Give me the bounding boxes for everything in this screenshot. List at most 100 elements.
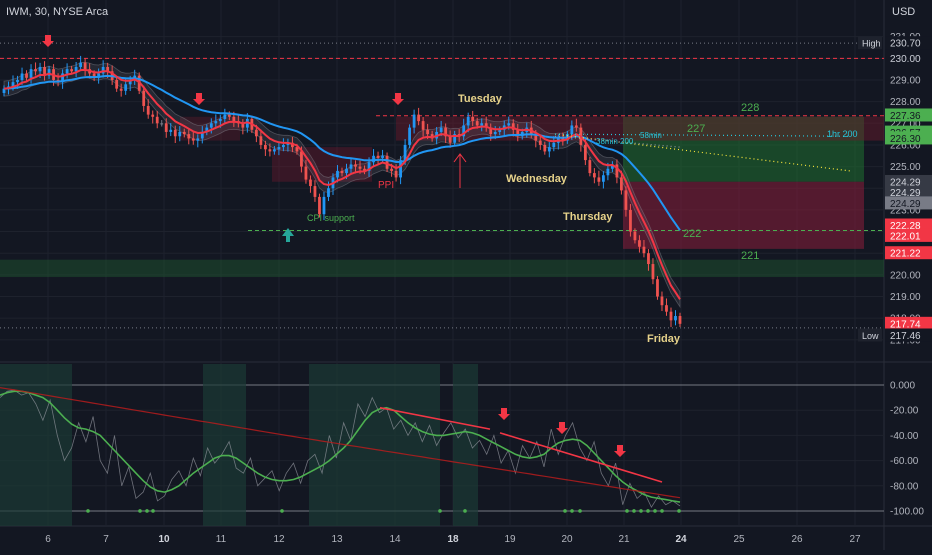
projection-line [554,133,851,172]
price-badge[interactable] [885,328,932,342]
x-tick-label[interactable]: 14 [389,534,401,545]
candle-body [241,123,245,128]
candle-body [620,177,623,191]
x-tick-label[interactable]: 26 [791,534,803,545]
currency-label[interactable]: USD [892,6,915,18]
down-arrow-marker [498,408,510,420]
x-tick-label[interactable]: 21 [618,534,630,545]
y-tick-label[interactable]: 220.00 [890,270,921,281]
annotation-label: Thursday [563,211,613,223]
osc-y-tick-label[interactable]: -100.00 [890,506,924,517]
x-tick-label[interactable]: 20 [561,534,573,545]
price-badge[interactable] [885,316,932,330]
y-tick-label[interactable]: 223.00 [890,205,921,216]
candle-body [205,127,209,132]
candle-body [70,69,73,72]
price-badge-value[interactable]: 217.46 [890,331,921,342]
price-badge-value[interactable]: 222.01 [890,231,921,242]
annotation-label: PPI [378,180,394,191]
price-badge[interactable] [885,196,932,210]
price-badge[interactable] [885,228,932,242]
y-tick-label[interactable]: 230.00 [890,54,921,65]
x-tick-label[interactable]: 6 [45,534,51,545]
candle-body [101,66,105,74]
price-badge[interactable] [885,36,932,50]
candle-body [336,170,339,178]
price-badge-value[interactable]: 230.00 [890,54,921,65]
annotation-label: 38min 200 [596,137,634,146]
osc-y-tick-label[interactable]: -80.00 [890,481,919,492]
candle-body [124,84,128,91]
price-badge[interactable] [885,174,932,188]
candle-body [669,311,673,321]
candle-body [34,69,37,72]
candle-body [638,240,641,247]
price-badge[interactable] [885,218,932,232]
oscillator-signal-dot [438,509,442,513]
candle-body [462,125,466,137]
price-badge-value[interactable]: 230.70 [890,39,921,50]
y-tick-label[interactable]: 228.00 [890,97,921,108]
candle-body [322,196,326,215]
price-badge[interactable] [885,108,932,122]
oscillator-highlight-band [309,364,440,526]
osc-y-tick-label[interactable]: -60.00 [890,456,919,467]
x-tick-label[interactable]: 18 [447,534,459,545]
candle-body [20,73,24,80]
oscillator-signal-dot [632,509,636,513]
price-badge-value[interactable]: 224.29 [890,177,921,188]
candle-body [647,253,650,265]
price-badge-value[interactable]: 221.22 [890,249,921,260]
price-badge[interactable] [885,131,932,145]
candle-body [597,177,601,182]
price-axis-layer[interactable]: 217.00218.00219.00220.00221.00222.00223.… [858,32,932,517]
candle-body [115,79,119,89]
y-tick-label[interactable]: 226.00 [890,140,921,151]
price-badge-value[interactable]: 227.36 [890,111,921,122]
x-tick-label[interactable]: 25 [733,534,745,545]
oscillator-signal-dot [86,509,90,513]
price-badge[interactable] [885,185,932,199]
candle-body [588,160,592,174]
x-tick-label[interactable]: 19 [504,534,516,545]
x-tick-label[interactable]: 12 [273,534,285,545]
x-tick-label[interactable]: 13 [331,534,343,545]
x-tick-label[interactable]: 27 [849,534,861,545]
y-tick-label[interactable]: 225.00 [890,162,921,173]
y-tick-label[interactable]: 219.00 [890,292,921,303]
price-badge-value[interactable]: 224.29 [890,188,921,199]
candle-body [394,170,398,178]
price-badge-value[interactable]: 224.29 [890,199,921,210]
candle-body [358,166,362,169]
osc-y-tick-label[interactable]: 0.000 [890,381,915,392]
price-badge-value[interactable]: 222.28 [890,221,921,232]
oscillator-signal-dot [151,509,155,513]
price-badge-value[interactable]: 217.74 [890,319,921,330]
osc-y-tick-label[interactable]: -20.00 [890,406,919,417]
y-tick-label[interactable]: 227.00 [890,119,921,130]
x-tick-label[interactable]: 7 [103,534,109,545]
candle-body [349,164,353,169]
oscillator-highlight-band [203,364,246,526]
osc-y-tick-label[interactable]: -40.00 [890,431,919,442]
oscillator-signal-dot [677,509,681,513]
candle-body [592,173,596,178]
candle-body [376,155,380,158]
y-tick-label[interactable]: 229.00 [890,75,921,86]
candle-body [277,147,281,150]
candle-body [151,114,155,117]
price-badge-value[interactable]: 226.30 [890,134,921,145]
candle-body [282,144,285,148]
candle-body [300,151,303,167]
oscillator-baseline-line [0,387,681,499]
candle-body [214,121,218,124]
time-axis-layer[interactable]: 6 7 10 11 12 13 14 18 19 20 21 24 25 26 27 [45,534,861,545]
oscillator-trendline [499,432,663,483]
x-tick-label[interactable]: 24 [675,534,687,545]
price-badge[interactable] [885,246,932,260]
x-tick-label[interactable]: 10 [158,534,170,545]
x-tick-label[interactable]: 11 [216,534,227,545]
candle-body [543,144,547,152]
candle-body [38,66,42,72]
